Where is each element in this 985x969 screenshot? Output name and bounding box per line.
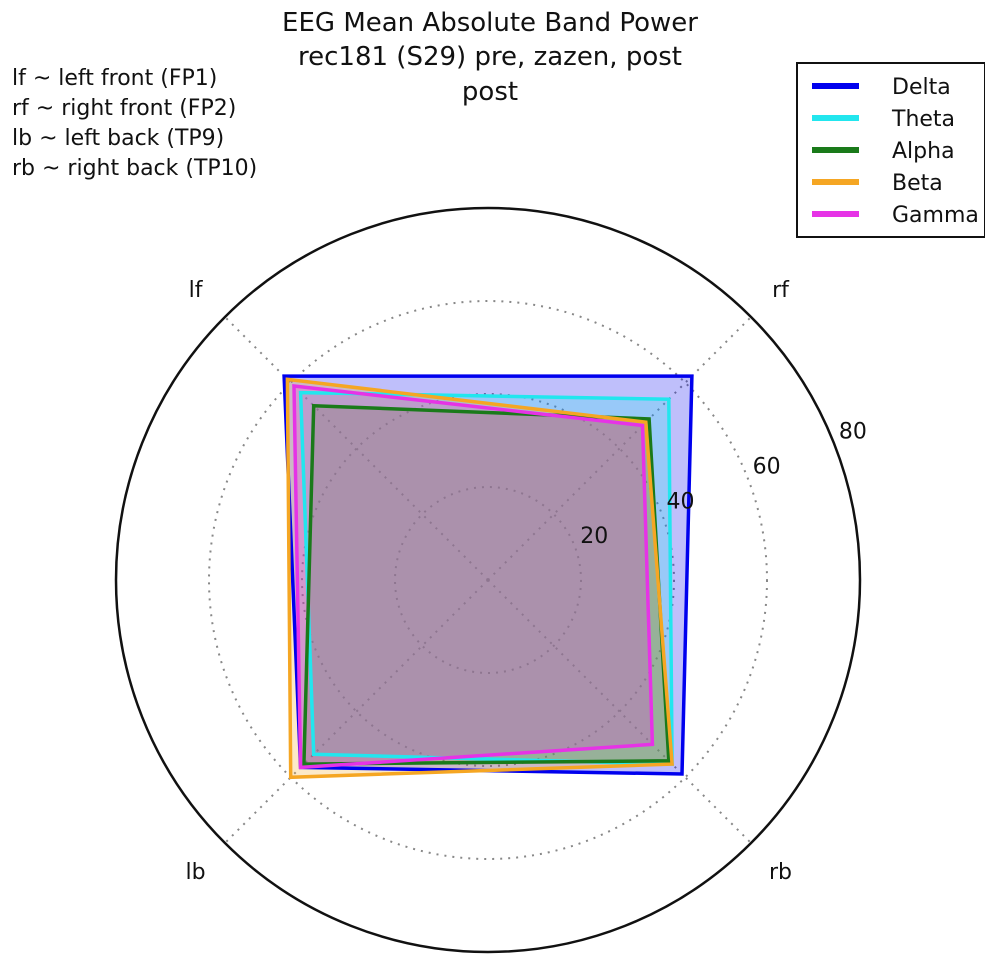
series-line-delta: [282, 374, 694, 776]
area-delta: [284, 376, 692, 774]
legend-label-theta: Theta: [891, 107, 955, 132]
area-beta: [287, 379, 673, 778]
radial-tick-label-80: 80: [839, 420, 867, 445]
grid-ring-60: [208, 300, 768, 860]
note-rf: rf ~ right front (FP2): [12, 96, 237, 121]
axis-label-lb: lb: [185, 860, 205, 885]
spoke-lf: [224, 316, 489, 581]
area-gamma: [294, 386, 653, 768]
outer-ring: [114, 206, 862, 954]
grid-ring-20: [394, 486, 582, 674]
note-lf: lf ~ left front (FP1): [12, 66, 218, 91]
axis-label-lf: lf: [189, 278, 204, 303]
grid-ring-40: [301, 393, 675, 767]
radial-tick-label-20: 20: [580, 524, 608, 549]
spoke-lb: [224, 579, 489, 844]
series-line-beta: [285, 377, 674, 780]
spoke-rb: [487, 579, 752, 844]
note-lb: lb ~ left back (TP9): [12, 126, 225, 151]
radial-tick-label-60: 60: [753, 454, 781, 479]
series-line-gamma: [292, 384, 655, 770]
radial-tick-label-40: 40: [666, 489, 694, 514]
chart-title-line-3: post: [461, 77, 519, 107]
legend-label-alpha: Alpha: [892, 139, 955, 164]
legend-label-beta: Beta: [892, 171, 943, 196]
area-alpha: [303, 405, 669, 765]
note-rb: rb ~ right back (TP10): [12, 156, 258, 181]
legend-label-gamma: Gamma: [892, 203, 979, 228]
axis-label-rb: rb: [769, 860, 792, 885]
chart-title-line-1: EEG Mean Absolute Band Power: [282, 8, 698, 38]
axis-label-rf: rf: [772, 278, 790, 303]
chart-title-line-2: rec181 (S29) pre, zazen, post: [298, 42, 682, 72]
spoke-rf: [487, 316, 752, 581]
area-theta: [300, 392, 673, 765]
legend-label-delta: Delta: [892, 75, 951, 100]
